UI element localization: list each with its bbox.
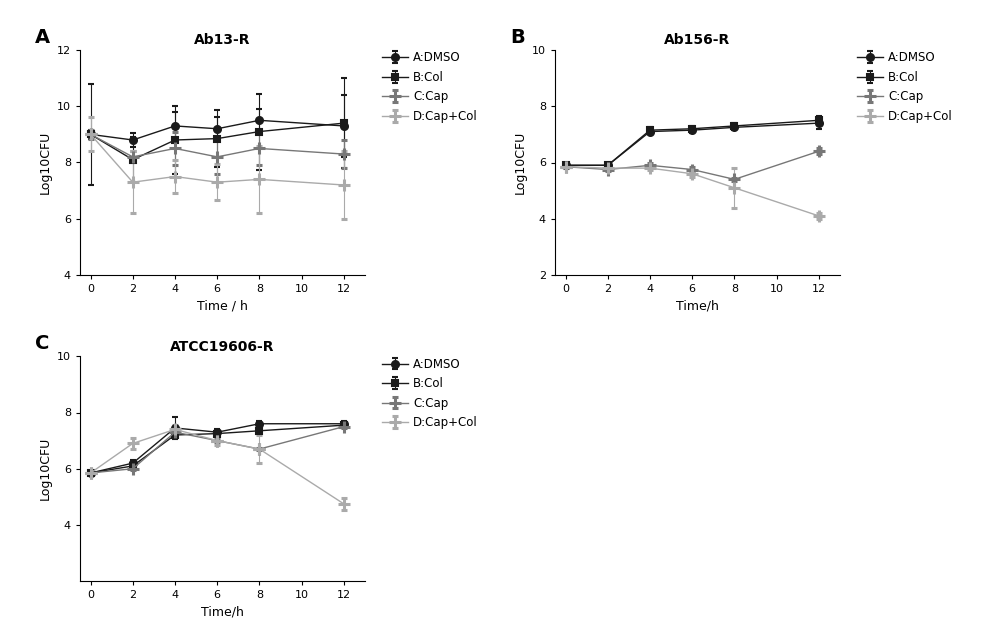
X-axis label: Time/h: Time/h <box>676 299 719 312</box>
X-axis label: Time/h: Time/h <box>201 606 244 619</box>
Y-axis label: Log10CFU: Log10CFU <box>38 437 51 501</box>
Text: A: A <box>35 28 50 47</box>
Title: ATCC19606-R: ATCC19606-R <box>170 340 275 354</box>
Title: Ab156-R: Ab156-R <box>664 34 731 48</box>
Y-axis label: Log10CFU: Log10CFU <box>38 131 51 194</box>
Legend: A:DMSO, B:Col, C:Cap, D:Cap+Col: A:DMSO, B:Col, C:Cap, D:Cap+Col <box>382 357 478 429</box>
Y-axis label: Log10CFU: Log10CFU <box>513 131 526 194</box>
X-axis label: Time / h: Time / h <box>197 299 248 312</box>
Text: B: B <box>510 28 525 47</box>
Title: Ab13-R: Ab13-R <box>194 34 251 48</box>
Legend: A:DMSO, B:Col, C:Cap, D:Cap+Col: A:DMSO, B:Col, C:Cap, D:Cap+Col <box>382 51 478 123</box>
Legend: A:DMSO, B:Col, C:Cap, D:Cap+Col: A:DMSO, B:Col, C:Cap, D:Cap+Col <box>857 51 953 123</box>
Text: C: C <box>35 334 49 353</box>
